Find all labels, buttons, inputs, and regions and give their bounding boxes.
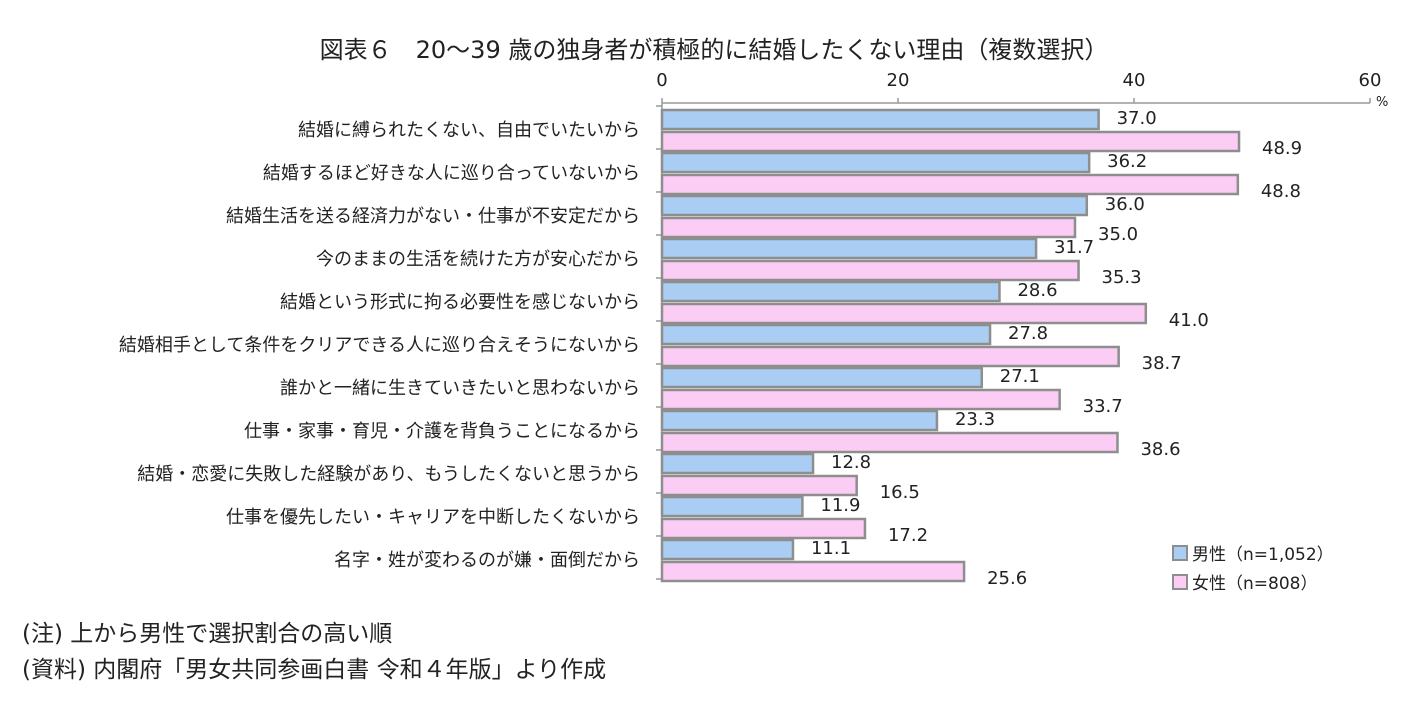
category-label: 結婚相手として条件をクリアできる人に巡り合えそうにないから: [119, 335, 640, 356]
data-label-female: 17.2: [888, 525, 928, 546]
category-label: 名字・姓が変わるのが嫌・面倒だから: [334, 550, 640, 571]
data-label-male: 27.1: [1000, 366, 1040, 387]
bar-male: [660, 108, 1100, 131]
category-label: 仕事を優先したい・キャリアを中断したくないから: [226, 507, 640, 528]
category-label: 今のままの生活を続けた方が安心だから: [316, 249, 640, 270]
bar-female: [660, 259, 1080, 282]
bar-male: [660, 194, 1089, 217]
bar-female: [660, 388, 1061, 411]
legend-swatch-female: [1172, 573, 1188, 590]
legend-label-male: 男性（n=1,052）: [1192, 545, 1334, 565]
data-label-female: 35.0: [1098, 224, 1138, 245]
bar-female: [660, 474, 858, 497]
data-label-male: 36.0: [1105, 194, 1145, 215]
bar-male: [660, 366, 984, 389]
bar-female: [660, 130, 1241, 153]
bar-female: [660, 302, 1148, 325]
bar-female: [660, 345, 1120, 368]
category-label: 結婚・恋愛に失敗した経験があり、もうしたくないと思うから: [137, 463, 640, 485]
legend-swatch-male: [1172, 544, 1188, 561]
data-label-female: 48.9: [1262, 138, 1302, 159]
bar-male: [660, 452, 815, 475]
x-tick-label: 60: [1359, 70, 1382, 91]
x-tick-label: 0: [656, 70, 667, 91]
data-label-female: 48.8: [1261, 181, 1301, 202]
legend-label-female: 女性（n=808）: [1192, 574, 1318, 594]
bar-male: [660, 409, 939, 432]
data-label-male: 28.6: [1017, 280, 1057, 301]
bar-male: [660, 237, 1038, 260]
chart-title: 図表６ 20～39 歳の独身者が積極的に結婚したくない理由（複数選択）: [319, 36, 1109, 64]
x-tick-label: 40: [1123, 70, 1146, 91]
data-label-female: 25.6: [987, 568, 1027, 589]
data-label-male: 11.1: [811, 538, 851, 559]
category-label: 結婚するほど好きな人に巡り合っていないから: [263, 163, 640, 184]
bar-male: [660, 495, 804, 518]
data-label-female: 33.7: [1083, 396, 1123, 417]
bar-female: [660, 517, 867, 540]
data-label-female: 41.0: [1169, 310, 1209, 331]
data-label-male: 27.8: [1008, 323, 1048, 344]
category-label: 仕事・家事・育児・介護を背負うことになるから: [244, 421, 640, 442]
category-label: 結婚に縛られたくない、自由でいたいから: [298, 120, 640, 141]
data-label-male: 36.2: [1107, 151, 1147, 172]
category-label: 結婚生活を送る経済力がない・仕事が不安定だから: [226, 206, 640, 227]
data-label-female: 38.6: [1140, 439, 1180, 460]
bar-male: [660, 151, 1091, 174]
bar-female: [660, 431, 1119, 454]
x-axis-unit: %: [1376, 95, 1388, 110]
category-label: 誰かと一緒に生きていきたいと思わないから: [280, 378, 640, 399]
legend-item-male: 男性（n=1,052）: [1172, 540, 1334, 565]
x-tick-label: 20: [887, 70, 910, 91]
category-label: 結婚という形式に拘る必要性を感じないから: [280, 292, 640, 313]
data-label-male: 31.7: [1054, 237, 1094, 258]
bar-male: [660, 538, 795, 561]
data-label-female: 38.7: [1142, 353, 1182, 374]
data-label-female: 35.3: [1102, 267, 1142, 288]
bar-female: [660, 560, 966, 583]
bar-female: [660, 216, 1077, 239]
bar-male: [660, 280, 1001, 303]
bar-female: [660, 173, 1240, 196]
note-text: (注) 上から男性で選択割合の高い順: [22, 621, 393, 647]
data-label-female: 16.5: [880, 482, 920, 503]
legend-item-female: 女性（n=808）: [1172, 569, 1317, 594]
data-label-male: 37.0: [1117, 108, 1157, 129]
bar-male: [660, 323, 992, 346]
data-label-male: 23.3: [955, 409, 995, 430]
data-label-male: 11.9: [820, 495, 860, 516]
source-text: (資料) 内閣府「男女共同参画白書 令和４年版」より作成: [22, 657, 607, 683]
data-label-male: 12.8: [831, 452, 871, 473]
